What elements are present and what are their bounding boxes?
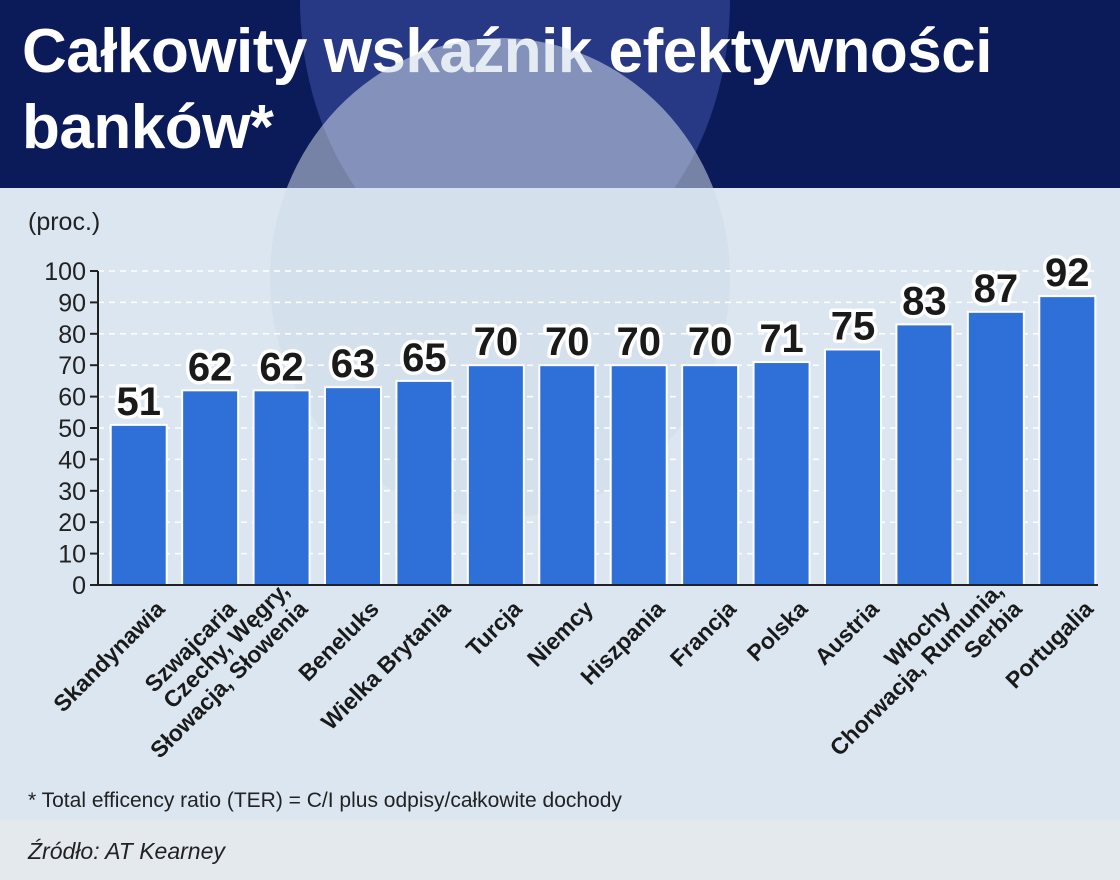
x-category-label: Skandynawia — [48, 595, 170, 717]
y-tick-label: 90 — [58, 289, 86, 317]
x-category-label-line: Turcja — [461, 595, 527, 661]
x-category-label: Francja — [665, 595, 741, 671]
data-label: 70 — [545, 320, 590, 364]
y-tick-label: 80 — [58, 321, 86, 349]
data-label: 92 — [1045, 251, 1090, 295]
y-tick-label: 40 — [58, 446, 86, 474]
y-tick-label: 60 — [58, 384, 86, 412]
bar — [752, 361, 811, 586]
y-tick-label: 100 — [44, 258, 86, 286]
data-label: 70 — [616, 320, 661, 364]
bar — [681, 364, 740, 587]
x-category-label-line: Chorwacja, Rumunia, — [825, 577, 1009, 761]
bar — [181, 389, 240, 586]
data-label: 87 — [974, 267, 1019, 311]
bar — [966, 310, 1025, 586]
y-tick-label: 70 — [58, 352, 86, 380]
data-label: 65 — [402, 336, 447, 380]
data-label: 70 — [474, 320, 519, 364]
bar — [466, 364, 525, 587]
y-tick-label: 30 — [58, 478, 86, 506]
source-note: Źródło: AT Kearney — [28, 838, 225, 864]
x-category-label: Polska — [742, 595, 813, 666]
y-tick-label: 10 — [58, 541, 86, 569]
x-category-label-line: Polska — [742, 595, 813, 666]
bar — [895, 323, 954, 586]
bar — [824, 348, 882, 586]
bar — [609, 364, 668, 587]
bar — [395, 379, 454, 586]
footer-strip — [0, 820, 1120, 880]
x-category-label-line: Skandynawia — [48, 595, 170, 717]
data-label: 71 — [759, 317, 804, 361]
data-label: 62 — [259, 345, 304, 389]
y-tick-label: 50 — [58, 415, 86, 443]
data-label: 63 — [331, 342, 376, 386]
bar — [1038, 295, 1097, 586]
bar — [538, 364, 597, 587]
data-label: 70 — [688, 320, 733, 364]
data-label: 51 — [116, 380, 161, 424]
y-tick-label: 20 — [58, 509, 86, 537]
y-axis-unit-label: (proc.) — [28, 208, 101, 236]
data-label: 83 — [902, 279, 947, 323]
x-category-label-line: Wielka Brytania — [316, 595, 456, 735]
bar — [324, 386, 382, 586]
y-tick-label: 0 — [72, 572, 86, 600]
x-category-label: Austria — [809, 595, 884, 670]
footnote: * Total efficency ratio (TER) = C/I plus… — [28, 789, 622, 812]
bar — [109, 423, 168, 586]
bar — [252, 389, 311, 586]
data-label: 62 — [188, 345, 233, 389]
x-category-label-line: Francja — [665, 595, 741, 671]
x-category-label-line: Austria — [809, 595, 884, 670]
data-label: 75 — [831, 305, 876, 349]
x-category-label: Wielka Brytania — [316, 595, 456, 735]
x-category-label: Turcja — [461, 595, 527, 661]
